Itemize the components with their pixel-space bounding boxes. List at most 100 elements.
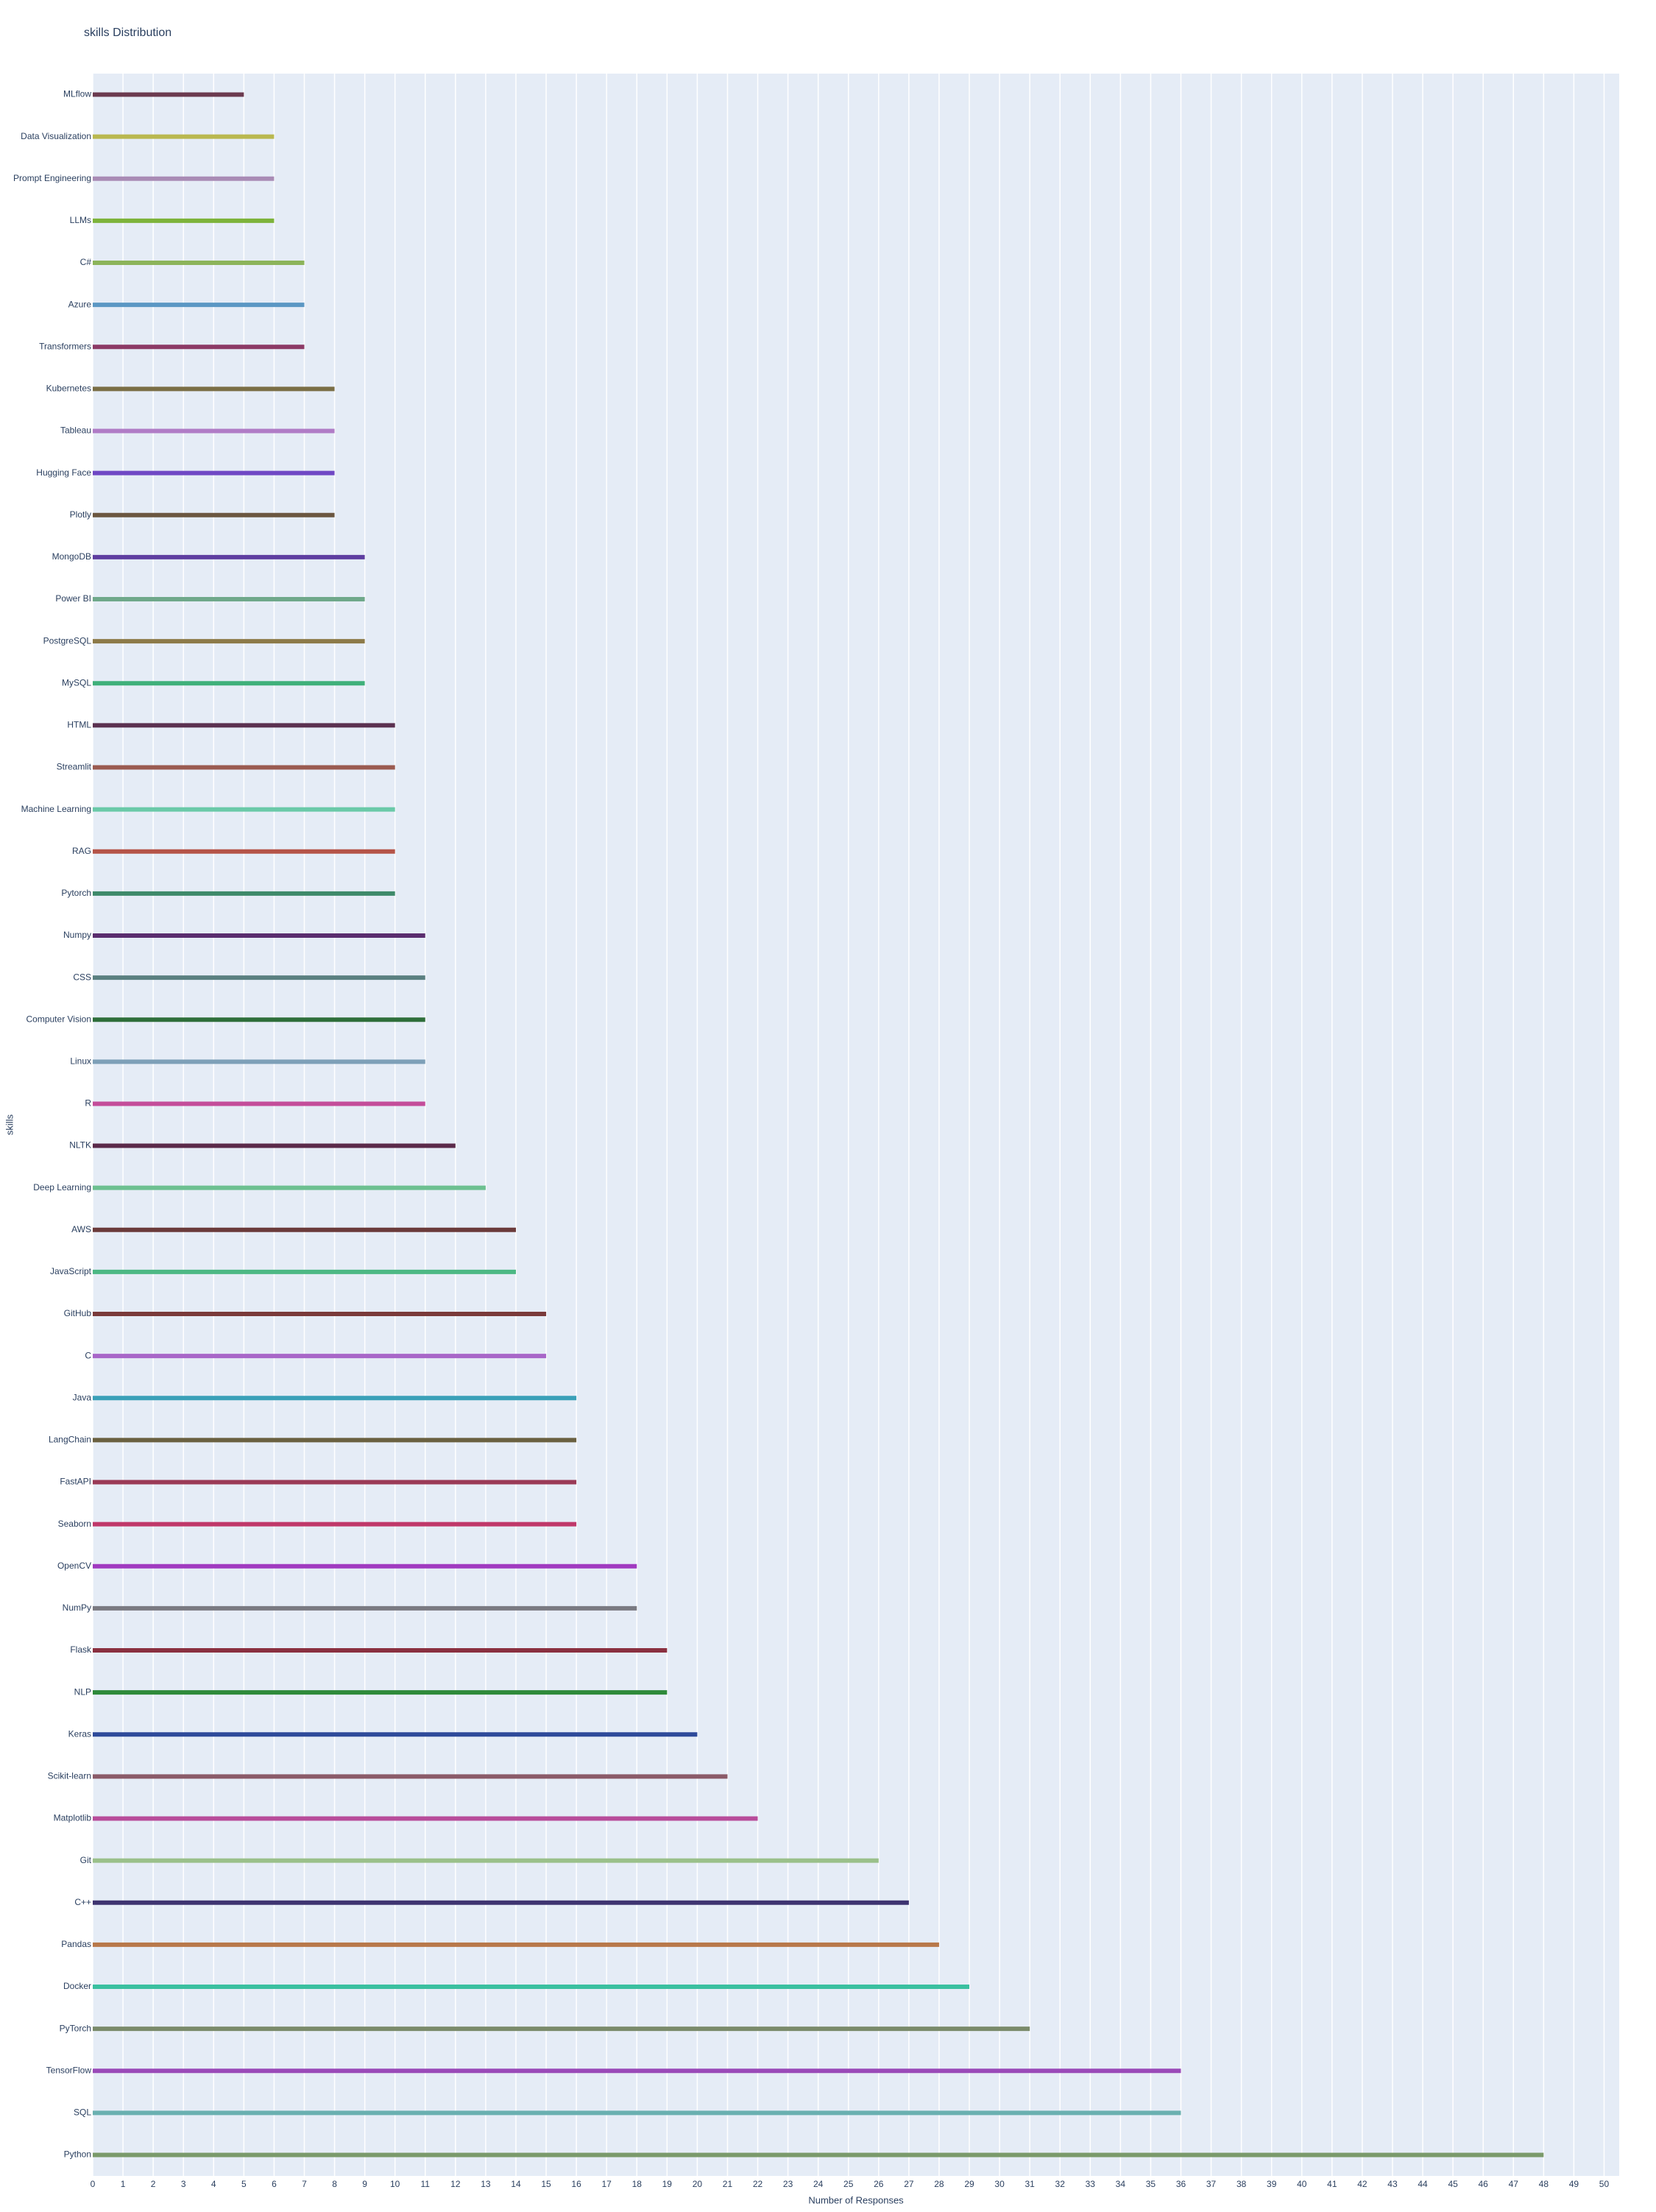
y-tick-label: TensorFlow bbox=[46, 2065, 92, 2075]
y-tick-label: R bbox=[85, 1098, 91, 1109]
x-tick-label: 39 bbox=[1267, 2179, 1277, 2189]
y-tick-label: Pandas bbox=[61, 1939, 91, 1949]
y-tick-label: CSS bbox=[73, 972, 91, 982]
y-tick-label: C bbox=[85, 1350, 91, 1360]
x-tick-label: 16 bbox=[571, 2179, 581, 2189]
y-tick-label: Data Visualization bbox=[21, 131, 91, 141]
y-tick-label: Seaborn bbox=[58, 1519, 91, 1529]
x-tick-label: 34 bbox=[1116, 2179, 1126, 2189]
y-tick-label: Numpy bbox=[63, 930, 91, 940]
x-tick-label: 24 bbox=[813, 2179, 824, 2189]
y-tick-label: Deep Learning bbox=[33, 1182, 91, 1192]
x-axis-title: Number of Responses bbox=[808, 2194, 904, 2205]
x-tick-label: 28 bbox=[934, 2179, 944, 2189]
x-tick-label: 17 bbox=[601, 2179, 612, 2189]
y-tick-label: Hugging Face bbox=[36, 467, 91, 478]
x-tick-label: 30 bbox=[994, 2179, 1005, 2189]
y-tick-label: Tableau bbox=[60, 425, 91, 436]
y-tick-label: NumPy bbox=[63, 1603, 91, 1613]
x-tick-label: 33 bbox=[1086, 2179, 1096, 2189]
y-tick-label: JavaScript bbox=[50, 1266, 92, 1276]
x-tick-label: 37 bbox=[1206, 2179, 1217, 2189]
x-tick-label: 38 bbox=[1236, 2179, 1247, 2189]
y-tick-label: Streamlit bbox=[57, 762, 92, 772]
y-tick-label: Plotly bbox=[70, 509, 91, 520]
y-tick-label: Machine Learning bbox=[21, 804, 91, 814]
y-tick-label: Transformers bbox=[39, 341, 91, 351]
y-tick-label: NLTK bbox=[69, 1140, 91, 1151]
y-tick-label: SQL bbox=[74, 2107, 91, 2117]
y-tick-label: Kubernetes bbox=[46, 384, 91, 394]
x-tick-label: 7 bbox=[302, 2179, 307, 2189]
x-tick-label: 48 bbox=[1539, 2179, 1549, 2189]
x-tick-label: 47 bbox=[1509, 2179, 1519, 2189]
x-tick-label: 41 bbox=[1327, 2179, 1337, 2189]
x-tick-label: 11 bbox=[421, 2179, 431, 2189]
x-tick-label: 21 bbox=[723, 2179, 733, 2189]
y-tick-label: NLP bbox=[74, 1686, 91, 1697]
x-tick-label: 18 bbox=[632, 2179, 643, 2189]
x-tick-label: 40 bbox=[1297, 2179, 1307, 2189]
x-tick-label: 20 bbox=[693, 2179, 703, 2189]
x-tick-label: 2 bbox=[151, 2179, 156, 2189]
x-tick-label: 6 bbox=[272, 2179, 277, 2189]
x-tick-label: 1 bbox=[121, 2179, 126, 2189]
x-tick-label: 49 bbox=[1569, 2179, 1579, 2189]
y-tick-label: MySQL bbox=[62, 677, 91, 688]
y-tick-label: PyTorch bbox=[60, 2023, 91, 2033]
x-tick-label: 50 bbox=[1599, 2179, 1610, 2189]
x-tick-label: 31 bbox=[1025, 2179, 1035, 2189]
x-tick-label: 8 bbox=[332, 2179, 337, 2189]
x-tick-label: 43 bbox=[1387, 2179, 1398, 2189]
y-tick-label: MongoDB bbox=[52, 551, 91, 562]
y-tick-label: C# bbox=[80, 257, 92, 267]
y-tick-label: C++ bbox=[74, 1897, 91, 1907]
y-tick-label: Flask bbox=[70, 1644, 92, 1655]
y-tick-label: Keras bbox=[68, 1728, 91, 1739]
x-tick-label: 0 bbox=[91, 2179, 96, 2189]
y-tick-label: Pytorch bbox=[61, 888, 91, 898]
y-tick-label: LLMs bbox=[70, 215, 91, 225]
x-tick-label: 22 bbox=[753, 2179, 763, 2189]
y-axis-title: skills bbox=[4, 1114, 15, 1135]
x-tick-label: 13 bbox=[481, 2179, 491, 2189]
y-tick-label: PostgreSQL bbox=[43, 635, 92, 646]
plot-area bbox=[93, 74, 1619, 2176]
x-tick-label: 44 bbox=[1418, 2179, 1428, 2189]
x-tick-label: 15 bbox=[541, 2179, 551, 2189]
y-tick-label: FastAPI bbox=[60, 1477, 91, 1487]
x-tick-label: 42 bbox=[1357, 2179, 1367, 2189]
x-tick-label: 10 bbox=[390, 2179, 400, 2189]
x-tick-label: 36 bbox=[1176, 2179, 1186, 2189]
y-tick-label: RAG bbox=[72, 846, 91, 856]
y-tick-label: AWS bbox=[71, 1224, 91, 1234]
x-tick-label: 5 bbox=[241, 2179, 247, 2189]
x-tick-label: 3 bbox=[181, 2179, 186, 2189]
x-tick-label: 29 bbox=[964, 2179, 974, 2189]
y-tick-label: Java bbox=[73, 1392, 92, 1402]
y-tick-label: LangChain bbox=[49, 1435, 91, 1445]
y-tick-label: Git bbox=[80, 1855, 92, 1865]
y-tick-label: OpenCV bbox=[57, 1561, 91, 1571]
x-tick-label: 9 bbox=[362, 2179, 367, 2189]
x-tick-label: 19 bbox=[662, 2179, 673, 2189]
y-tick-label: Linux bbox=[70, 1056, 91, 1066]
x-tick-label: 26 bbox=[874, 2179, 884, 2189]
x-tick-label: 27 bbox=[904, 2179, 914, 2189]
x-tick-label: 35 bbox=[1146, 2179, 1156, 2189]
y-tick-label: Python bbox=[64, 2149, 91, 2160]
x-tick-label: 25 bbox=[843, 2179, 854, 2189]
y-tick-label: Computer Vision bbox=[26, 1014, 92, 1024]
y-tick-label: Prompt Engineering bbox=[13, 173, 91, 183]
y-tick-label: Docker bbox=[63, 1981, 91, 1991]
x-tick-label: 45 bbox=[1448, 2179, 1458, 2189]
y-tick-label: HTML bbox=[67, 720, 91, 730]
y-tick-label: Power BI bbox=[55, 593, 91, 604]
x-tick-label: 12 bbox=[450, 2179, 461, 2189]
x-tick-label: 14 bbox=[511, 2179, 521, 2189]
x-tick-label: 46 bbox=[1479, 2179, 1489, 2189]
y-tick-label: GitHub bbox=[64, 1308, 92, 1318]
x-tick-label: 23 bbox=[783, 2179, 793, 2189]
y-tick-label: MLflow bbox=[63, 89, 91, 99]
